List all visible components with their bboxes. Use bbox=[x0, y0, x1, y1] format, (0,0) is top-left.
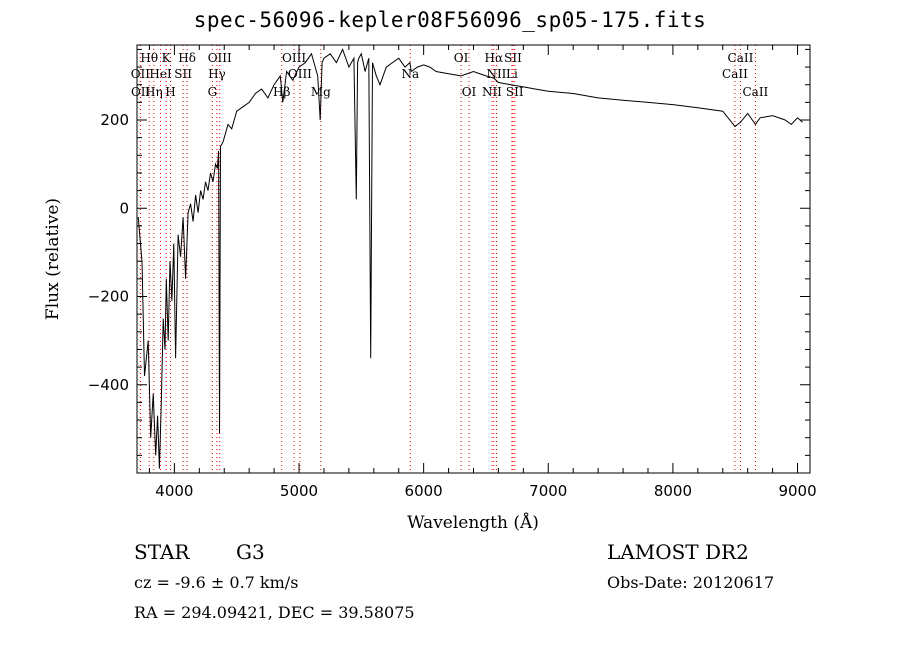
y-tick-label: −400 bbox=[88, 376, 129, 394]
emission-line-label: Na bbox=[401, 67, 419, 81]
emission-line-label: OII bbox=[131, 67, 151, 81]
emission-line-label: Hδ bbox=[178, 51, 196, 65]
chart-title: spec-56096-kepler08F56096_sp05-175.fits bbox=[193, 8, 707, 32]
axes-layer: 4000 5000 6000 7000 8000 9000 −400 −200 0 200 bbox=[88, 45, 817, 500]
emission-line-label: OI bbox=[462, 85, 477, 99]
emission-line-label: CaII bbox=[742, 85, 768, 99]
emission-line-label: SII bbox=[174, 67, 192, 81]
emission-line-label: CaII bbox=[722, 67, 748, 81]
x-tick-label: 4000 bbox=[155, 482, 193, 500]
spectrum-line bbox=[137, 48, 803, 469]
emission-line-label: HeI bbox=[149, 67, 172, 81]
x-tick-label: 5000 bbox=[280, 482, 318, 500]
emission-line-label: Li bbox=[506, 67, 518, 81]
x-tick-label: 6000 bbox=[405, 482, 443, 500]
y-tick-label: −200 bbox=[88, 288, 129, 306]
emission-line-label: OIII bbox=[288, 67, 312, 81]
x-tick-label: 9000 bbox=[778, 482, 816, 500]
emission-line-label: SII bbox=[506, 85, 524, 99]
emission-line-label: Hθ bbox=[140, 51, 158, 65]
emission-line-label: Hη bbox=[145, 85, 163, 99]
emission-line-label: SII bbox=[504, 51, 522, 65]
emission-line-label: H bbox=[165, 85, 175, 99]
emission-line-label: OIII bbox=[282, 51, 306, 65]
emission-line-label: Hβ bbox=[273, 85, 290, 99]
emission-line-label: NII bbox=[486, 67, 506, 81]
x-tick-label: 8000 bbox=[654, 482, 692, 500]
y-axis-label: Flux (relative) bbox=[43, 198, 63, 320]
emission-line-label: K bbox=[162, 51, 172, 65]
emission-line-label: OII bbox=[131, 85, 151, 99]
x-tick-label: 7000 bbox=[529, 482, 567, 500]
emission-line-label: Mg bbox=[311, 85, 331, 99]
emission-line-label: OI bbox=[454, 51, 469, 65]
emission-line-label: CaII bbox=[728, 51, 754, 65]
emission-line-label: Hγ bbox=[208, 67, 226, 81]
emission-lines-layer bbox=[139, 45, 756, 473]
redshift-velocity: cz = -9.6 ± 0.7 km/s bbox=[134, 573, 299, 592]
emission-line-label: Hα bbox=[485, 51, 504, 65]
object-subclass: G3 bbox=[236, 540, 265, 564]
y-tick-label: 0 bbox=[119, 199, 129, 217]
emission-line-label: G bbox=[208, 85, 218, 99]
survey-name: LAMOST DR2 bbox=[607, 540, 749, 564]
emission-line-label: NII bbox=[482, 85, 502, 99]
emission-line-label: OIII bbox=[208, 51, 232, 65]
coordinates: RA = 294.09421, DEC = 39.58075 bbox=[134, 603, 415, 622]
y-tick-label: 200 bbox=[100, 111, 129, 129]
observation-date: Obs-Date: 20120617 bbox=[607, 573, 775, 592]
object-class: STAR bbox=[134, 540, 190, 564]
x-axis-label: Wavelength (Å) bbox=[407, 512, 539, 533]
spectrum-layer bbox=[137, 48, 803, 469]
